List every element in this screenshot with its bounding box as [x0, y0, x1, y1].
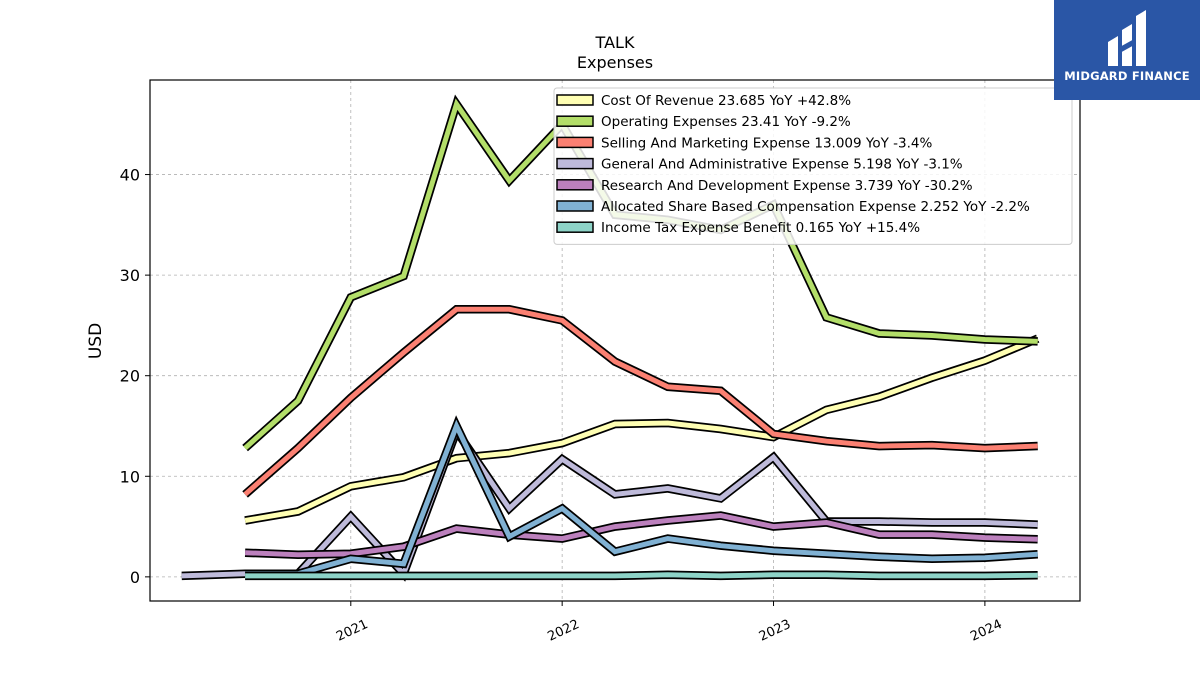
series-line-research-and-development-expense — [245, 512, 1038, 558]
legend-entry: Research And Development Expense 3.739 Y… — [601, 178, 973, 194]
legend-entry: Allocated Share Based Compensation Expen… — [601, 199, 1030, 215]
legend-entry: Income Tax Expense Benefit 0.165 YoY +15… — [601, 220, 920, 236]
y-axis-label: USD — [86, 323, 106, 359]
x-tick-label: 2021 — [334, 617, 370, 645]
y-tick-label: 0 — [130, 568, 140, 587]
legend-swatch — [556, 221, 594, 233]
y-tick-label: 20 — [120, 367, 140, 386]
x-tick-label: 2022 — [546, 617, 582, 645]
series-line-cost-of-revenue — [244, 336, 1039, 523]
legend: Cost Of Revenue 23.685 YoY +42.8% Operati… — [553, 87, 1073, 245]
chart-title: TALK — [595, 33, 635, 52]
series-line-income-tax-expense-benefit — [245, 572, 1038, 579]
legend-entry: Selling And Marketing Expense 13.009 YoY… — [601, 135, 932, 151]
legend-swatch — [556, 136, 594, 149]
legend-swatch — [556, 179, 594, 191]
series-line-general-and-administrative-expense — [181, 425, 1038, 579]
y-tick-label: 30 — [120, 266, 140, 285]
legend-entry: Operating Expenses 23.41 YoY -9.2% — [601, 114, 851, 130]
x-tick-label: 2024 — [968, 617, 1004, 645]
legend-entry: Cost Of Revenue 23.685 YoY +42.8% — [601, 93, 851, 109]
legend-swatch — [556, 200, 594, 212]
legend-entry: General And Administrative Expense 5.198… — [601, 157, 963, 173]
legend-swatch — [556, 94, 594, 106]
legend-swatch — [556, 157, 594, 170]
series-line-allocated-share-based-compensation-expense — [245, 419, 1038, 577]
y-tick-label: 10 — [120, 467, 140, 486]
chart-subtitle: Expenses — [577, 53, 653, 72]
brand-mark-icon — [1108, 10, 1146, 66]
brand-logo: MIDGARD FINANCE — [1054, 0, 1200, 100]
brand-name: MIDGARD FINANCE — [1064, 69, 1190, 83]
x-tick-label: 2023 — [757, 617, 793, 645]
y-tick-label: 40 — [120, 166, 140, 185]
series-line-selling-and-marketing-expense — [243, 306, 1038, 497]
legend-box — [553, 87, 1073, 245]
plot-frame — [149, 79, 1081, 602]
legend-swatch — [556, 115, 594, 127]
